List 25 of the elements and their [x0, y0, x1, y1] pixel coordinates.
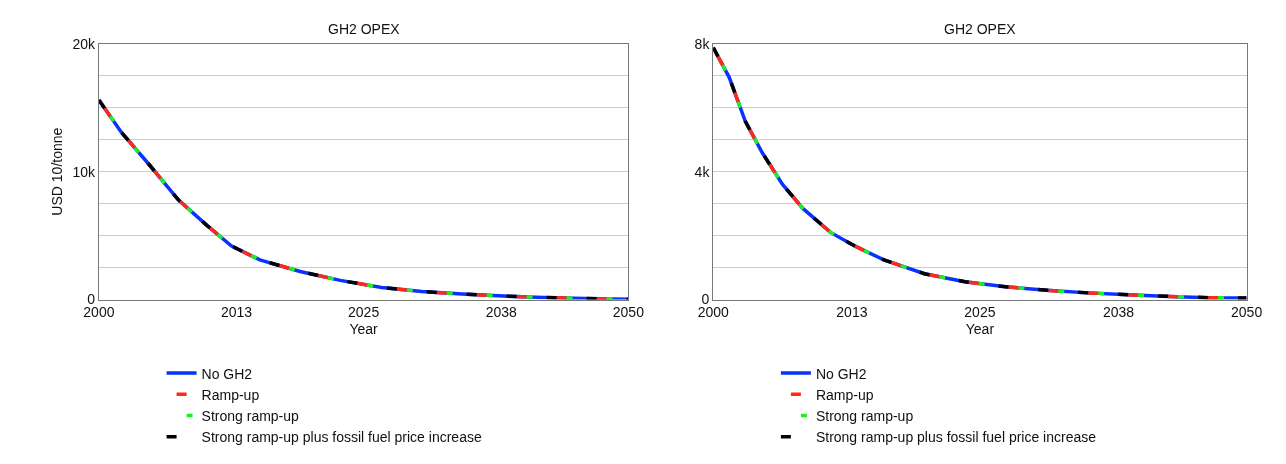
x-tick-label: 2038 — [485, 304, 518, 321]
y-tick-label: 10k — [72, 163, 97, 180]
x-axis-title: Year — [965, 320, 995, 337]
y-tick-label: 20k — [72, 35, 97, 52]
legend-label: Strong ramp-up plus fossil fuel price increase — [201, 429, 482, 446]
legend-label: Strong ramp-up — [201, 407, 300, 424]
x-tick-label: 2025 — [964, 304, 996, 321]
x-tick-label: 2025 — [348, 304, 380, 321]
y-tick-label: 4k — [694, 163, 711, 180]
x-tick-label: 2013 — [220, 304, 253, 321]
legend-label: Strong ramp-up — [815, 407, 914, 424]
legend-label: No GH2 — [201, 365, 253, 382]
legend-label: Ramp-up — [201, 386, 260, 403]
x-tick-label: 2050 — [612, 304, 645, 321]
chart-title: GH2 OPEX — [944, 21, 1017, 37]
x-axis-title: Year — [349, 320, 379, 337]
legend-label: No GH2 — [815, 365, 867, 382]
x-tick-label: 2050 — [1231, 304, 1263, 321]
y-axis-title: USD 10/tonne — [49, 127, 66, 216]
y-tick-label: 8k — [694, 35, 711, 52]
x-tick-label: 2038 — [1103, 304, 1135, 321]
legend-label: Strong ramp-up plus fossil fuel price increase — [815, 429, 1097, 446]
chart-title: GH2 OPEX — [328, 21, 401, 37]
legend-label: Ramp-up — [815, 386, 874, 403]
x-tick-label: 2013 — [836, 304, 868, 321]
